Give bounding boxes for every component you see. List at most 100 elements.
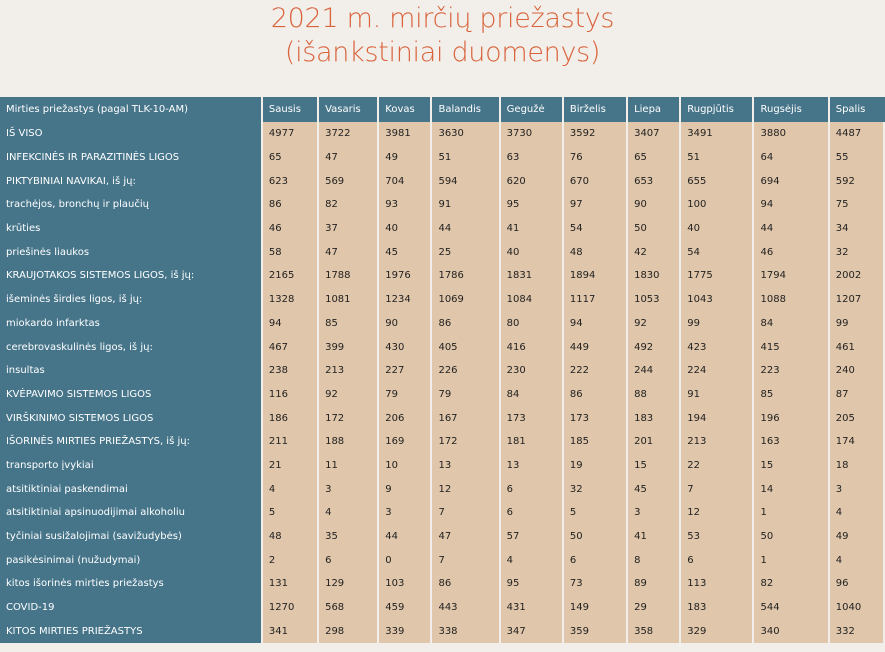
table-cell: 55 — [829, 145, 885, 170]
table-row: išeminės širdies ligos, iš jų: 1328 1081 12… — [0, 287, 885, 312]
table-cell: 42 — [628, 240, 682, 265]
table-cell: 592 — [829, 169, 885, 194]
table-cell: 90 — [628, 193, 682, 217]
table-cell: 341 — [262, 619, 320, 644]
table-cell: 655 — [681, 169, 755, 194]
table-cell: 54 — [563, 216, 629, 241]
table-cell: 492 — [628, 335, 682, 359]
table-cell: 544 — [754, 595, 830, 620]
table-cell: 1069 — [432, 287, 501, 312]
table-cell: 41 — [500, 216, 564, 241]
table-cell: 1040 — [829, 595, 885, 620]
table-cell: 227 — [379, 358, 433, 383]
row-label: atsitiktiniai apsinuodijimai alkoholiu — [0, 501, 263, 525]
table-cell: 226 — [432, 358, 501, 383]
table-cell: 338 — [432, 619, 501, 644]
page-title: 2021 m. mirčių priežastys (išankstiniai … — [0, 0, 885, 95]
table-cell: 213 — [681, 429, 755, 454]
table-cell: 47 — [319, 240, 380, 265]
table-cell: 1328 — [262, 287, 320, 312]
table-cell: 76 — [563, 145, 629, 170]
table-cell: 196 — [754, 406, 830, 430]
table-cell: 103 — [379, 572, 433, 596]
table-cell: 670 — [563, 169, 629, 194]
table-cell: 149 — [563, 595, 629, 620]
table-cell: 7 — [681, 477, 755, 501]
table-cell: 92 — [319, 382, 380, 407]
table-cell: 94 — [754, 193, 830, 217]
row-label: priešinės liaukos — [0, 240, 263, 265]
table-cell: 183 — [681, 595, 755, 620]
table-cell: 49 — [379, 145, 433, 170]
table-cell: 230 — [500, 358, 564, 383]
table-cell: 3491 — [681, 122, 755, 146]
table-cell: 340 — [754, 619, 830, 644]
table-cell: 431 — [500, 595, 564, 620]
table-row: PIKTYBINIAI NAVIKAI, iš jų: 623 569 704 594 6… — [0, 169, 885, 194]
row-label: KITOS MIRTIES PRIEŽASTYS — [0, 619, 263, 644]
table-cell: 50 — [563, 524, 629, 549]
table-cell: 1794 — [754, 264, 830, 288]
table-row: IŠ VISO 4977 3722 3981 3630 3730 3592 3407 3491 3… — [0, 122, 885, 146]
table-cell: 99 — [829, 311, 885, 336]
table-cell: 50 — [628, 216, 682, 241]
table-cell: 205 — [829, 406, 885, 430]
table-cell: 405 — [432, 335, 501, 359]
table-cell: 4 — [262, 477, 320, 501]
table-cell: 3722 — [319, 122, 380, 146]
row-label: insultas — [0, 358, 263, 383]
table-row: IŠORINĖS MIRTIES PRIEŽASTYS, iš jų: 211 18… — [0, 429, 885, 454]
table-cell: 1081 — [319, 287, 380, 312]
table-cell: 3981 — [379, 122, 433, 146]
table-row: tyčiniai susižalojimai (savižudybės) 48 35… — [0, 524, 885, 549]
header-month: Spalis — [829, 97, 885, 122]
table-cell: 6 — [500, 477, 564, 501]
table-cell: 12 — [432, 477, 501, 501]
header-month: Sausis — [262, 97, 320, 122]
row-label: VIRŠKINIMO SISTEMOS LIGOS — [0, 406, 263, 430]
table-cell: 174 — [829, 429, 885, 454]
table-cell: 57 — [500, 524, 564, 549]
table-cell: 399 — [319, 335, 380, 359]
table-cell: 183 — [628, 406, 682, 430]
table-cell: 11 — [319, 453, 380, 478]
table-cell: 1234 — [379, 287, 433, 312]
table-cell: 1 — [754, 548, 830, 573]
header-month: Rugpjūtis — [681, 97, 755, 122]
table-cell: 3 — [379, 501, 433, 525]
table-cell: 6 — [500, 501, 564, 525]
table-cell: 2 — [262, 548, 320, 573]
table-cell: 44 — [754, 216, 830, 241]
row-label: KVĖPAVIMO SISTEMOS LIGOS — [0, 382, 263, 407]
table-cell: 416 — [500, 335, 564, 359]
table-cell: 19 — [563, 453, 629, 478]
table-cell: 13 — [500, 453, 564, 478]
table-cell: 48 — [563, 240, 629, 265]
table-cell: 623 — [262, 169, 320, 194]
row-label: PIKTYBINIAI NAVIKAI, iš jų: — [0, 169, 263, 194]
table-cell: 86 — [432, 572, 501, 596]
table-cell: 51 — [432, 145, 501, 170]
table-cell: 2002 — [829, 264, 885, 288]
table-cell: 467 — [262, 335, 320, 359]
table-cell: 65 — [628, 145, 682, 170]
table-cell: 186 — [262, 406, 320, 430]
table-cell: 347 — [500, 619, 564, 644]
table-cell: 87 — [829, 382, 885, 407]
table-cell: 46 — [262, 216, 320, 241]
table-cell: 1894 — [563, 264, 629, 288]
table-cell: 10 — [379, 453, 433, 478]
table-cell: 1775 — [681, 264, 755, 288]
table-cell: 89 — [628, 572, 682, 596]
table-cell: 3 — [319, 477, 380, 501]
row-label: IŠORINĖS MIRTIES PRIEŽASTYS, iš jų: — [0, 429, 263, 454]
header-month: Liepa — [628, 97, 682, 122]
table-cell: 84 — [500, 382, 564, 407]
table-cell: 704 — [379, 169, 433, 194]
row-label: IŠ VISO — [0, 122, 263, 146]
table-cell: 95 — [500, 193, 564, 217]
table-row: miokardo infarktas 94 85 90 86 80 94 92 99 84 99 — [0, 311, 885, 336]
table-cell: 1084 — [500, 287, 564, 312]
table-cell: 40 — [379, 216, 433, 241]
table-cell: 339 — [379, 619, 433, 644]
